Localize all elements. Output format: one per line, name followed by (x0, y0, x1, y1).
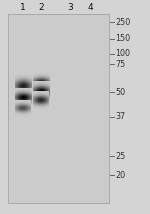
Text: 75: 75 (116, 60, 126, 69)
Text: 150: 150 (116, 34, 131, 43)
Text: 4: 4 (87, 3, 93, 12)
Text: 100: 100 (116, 49, 130, 58)
Text: 2: 2 (38, 3, 44, 12)
Text: 50: 50 (116, 88, 126, 97)
Text: 37: 37 (116, 112, 126, 121)
Text: 3: 3 (67, 3, 73, 12)
Bar (8, 14, 109, 203)
Text: 25: 25 (116, 152, 126, 161)
Text: 20: 20 (116, 171, 126, 180)
Text: 1: 1 (20, 3, 26, 12)
Text: 250: 250 (116, 18, 131, 27)
